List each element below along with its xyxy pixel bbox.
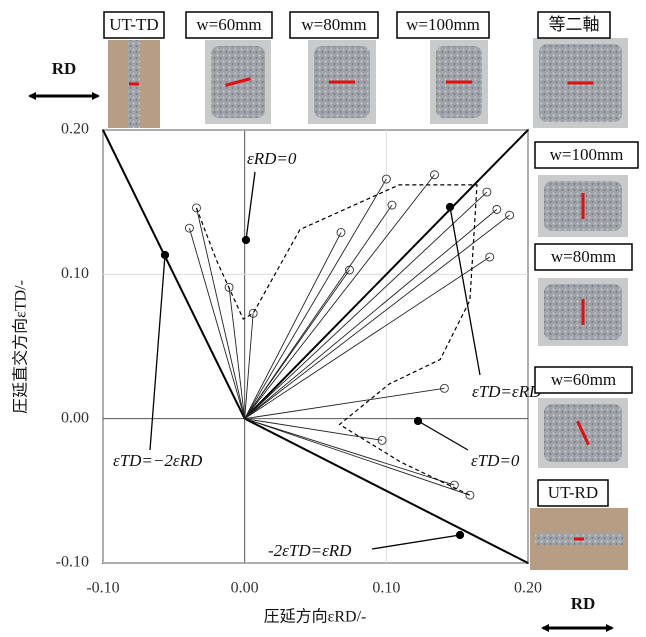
annotation: εRD=0 — [247, 149, 297, 168]
x-tick-label: 0.00 — [231, 580, 259, 597]
specimen-label: w=100mm — [550, 145, 624, 164]
specimen: 等二軸 — [533, 12, 628, 128]
y-tick-label: 0.20 — [61, 121, 89, 138]
specimen: w=60mm — [186, 12, 272, 124]
specimen-label: w=80mm — [551, 247, 616, 266]
specimen-label: UT-TD — [109, 15, 158, 34]
specimen: w=100mm — [535, 142, 638, 237]
y-tick-label: 0.00 — [61, 409, 89, 426]
specimen: UT-TD — [104, 12, 164, 128]
specimen-label: UT-RD — [548, 483, 598, 502]
rd-label: RD — [571, 594, 596, 613]
specimen: w=80mm — [535, 244, 632, 346]
figure: RD RD 圧延方向εRD/- 圧延直交方向εTD/- εRD=0 εTD=εR… — [0, 0, 646, 637]
specimen: UT-RD — [530, 480, 628, 570]
y-tick-label: 0.10 — [61, 265, 89, 282]
specimen-label: w=60mm — [196, 15, 261, 34]
x-tick-label: 0.10 — [372, 580, 400, 597]
annotation: εTD=−2εRD — [113, 451, 203, 470]
specimen-label: w=60mm — [551, 370, 616, 389]
specimen-label: w=100mm — [406, 15, 480, 34]
annotation: εTD=0 — [471, 451, 520, 470]
specimen: w=60mm — [535, 367, 632, 468]
x-tick-label: -0.10 — [86, 580, 119, 597]
specimen-label: 等二軸 — [549, 15, 600, 34]
specimen: w=80mm — [290, 12, 378, 124]
specimen-label: w=80mm — [301, 15, 366, 34]
annotation: -2εTD=εRD — [268, 541, 352, 560]
annotation: εTD=εRD — [472, 382, 542, 401]
x-tick-label: 0.20 — [514, 580, 542, 597]
specimen: w=100mm — [397, 12, 489, 124]
y-tick-label: -0.10 — [56, 554, 89, 571]
rd-label: RD — [52, 59, 77, 78]
x-axis-label: 圧延方向εRD/- — [264, 608, 367, 626]
y-axis-label: 圧延直交方向εTD/- — [12, 280, 30, 414]
